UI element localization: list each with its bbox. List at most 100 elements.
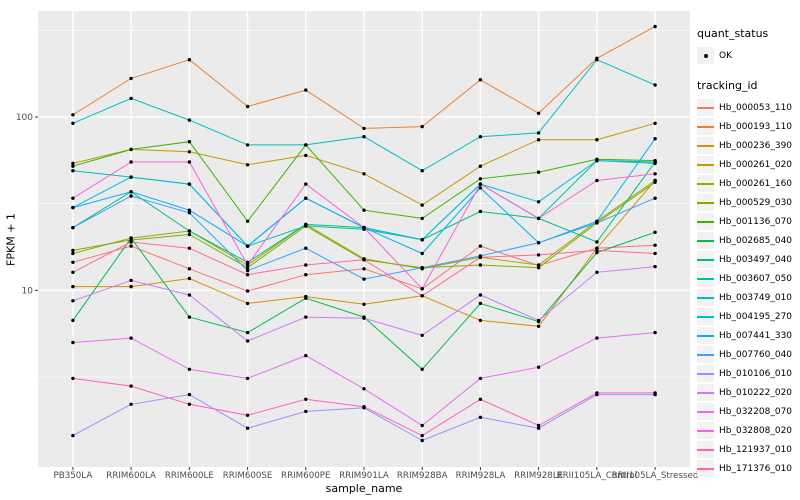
legend-entry-tracking: Hb_121937_010	[697, 441, 799, 458]
data-point	[245, 163, 250, 167]
data-point	[595, 248, 599, 253]
legend-key	[697, 460, 714, 477]
data-point	[304, 143, 308, 147]
line-key-icon	[697, 182, 714, 185]
legend-label: Hb_003497_040	[719, 254, 793, 265]
data-point	[420, 169, 424, 173]
data-point	[71, 196, 75, 200]
line-key-icon	[697, 239, 714, 242]
legend-label: Hb_032808_020	[719, 425, 793, 436]
legend-key	[697, 47, 714, 64]
data-point	[595, 178, 599, 183]
x-tick-label: RRIM928LE	[514, 471, 563, 481]
data-point	[420, 216, 424, 221]
data-point	[362, 302, 366, 306]
data-point	[420, 433, 424, 438]
data-point	[245, 289, 250, 293]
data-point	[362, 258, 366, 262]
legend-title-quant-status: quant_status	[697, 27, 769, 40]
x-tick-label: RRIM600LA	[106, 471, 156, 481]
data-point	[595, 391, 599, 395]
data-point	[129, 278, 133, 283]
line-key-icon	[697, 353, 714, 356]
data-point	[71, 433, 75, 438]
data-point	[187, 392, 192, 397]
x-axis-title: sample_name	[325, 482, 403, 495]
data-point	[595, 138, 599, 142]
data-point	[129, 96, 133, 101]
data-point	[536, 365, 541, 369]
data-point	[478, 255, 483, 259]
line-key-icon	[697, 372, 714, 375]
data-point	[536, 423, 541, 428]
data-point	[187, 58, 192, 62]
legend-entry-tracking: Hb_000261_160	[697, 175, 799, 192]
data-point	[595, 240, 599, 244]
line-key-icon	[697, 125, 714, 128]
data-point	[478, 78, 483, 82]
data-point	[362, 135, 366, 139]
legend-key	[697, 175, 714, 192]
data-point	[187, 211, 192, 215]
legend-entry-tracking: Hb_032208_070	[697, 403, 799, 420]
data-point	[129, 384, 133, 388]
data-point	[129, 336, 133, 340]
data-point	[653, 391, 657, 395]
legend-entry-tracking: Hb_004195_270	[697, 308, 799, 325]
data-point	[245, 244, 250, 248]
data-point	[536, 111, 541, 116]
data-point	[304, 224, 308, 228]
data-point	[595, 221, 599, 225]
data-point	[245, 266, 250, 270]
data-point	[187, 160, 192, 164]
legend-key	[697, 270, 714, 287]
data-point	[71, 318, 75, 323]
data-point	[653, 137, 657, 141]
legend-entry-tracking: Hb_003497_040	[697, 251, 799, 268]
legend-key	[697, 194, 714, 211]
data-point	[245, 426, 250, 430]
data-point	[129, 240, 133, 244]
legend-key	[697, 118, 714, 135]
data-point	[362, 208, 366, 212]
data-point	[536, 200, 541, 204]
data-point	[71, 169, 75, 173]
data-point	[595, 58, 599, 62]
data-point	[245, 263, 250, 267]
legend-key	[697, 441, 714, 458]
data-point	[187, 293, 192, 297]
data-point	[362, 172, 366, 176]
data-point	[71, 251, 75, 256]
data-point	[362, 387, 366, 391]
legend-key	[697, 403, 714, 420]
legend-label: Hb_003749_010	[719, 292, 793, 303]
data-point	[420, 423, 424, 428]
data-point	[129, 402, 133, 406]
line-key-icon	[697, 410, 714, 413]
legend-key	[697, 384, 714, 401]
line-key-icon	[697, 144, 714, 147]
line-key-icon	[697, 296, 714, 299]
data-point	[420, 294, 424, 298]
data-point	[362, 316, 366, 320]
data-point	[653, 83, 657, 87]
data-point	[536, 253, 541, 257]
data-point	[536, 131, 541, 135]
legend-label: Hb_007441_330	[719, 330, 793, 341]
data-point	[478, 186, 483, 190]
data-point	[245, 219, 250, 223]
data-point	[187, 276, 192, 281]
data-point	[653, 180, 657, 184]
data-point	[595, 158, 599, 163]
data-point	[595, 270, 599, 274]
y-axis-title: FPKM + 1	[4, 213, 18, 266]
data-point	[304, 246, 308, 250]
legend-tracking-id-entries: Hb_000053_110 Hb_000193_110 Hb_000236_390 H…	[697, 99, 799, 479]
legend-key	[697, 327, 714, 344]
legend-label: Hb_001136_070	[719, 216, 793, 227]
legend-label: Hb_121937_010	[719, 444, 793, 455]
legend-label: Hb_000261_020	[719, 159, 793, 170]
data-point	[478, 397, 483, 401]
data-point	[187, 229, 192, 233]
